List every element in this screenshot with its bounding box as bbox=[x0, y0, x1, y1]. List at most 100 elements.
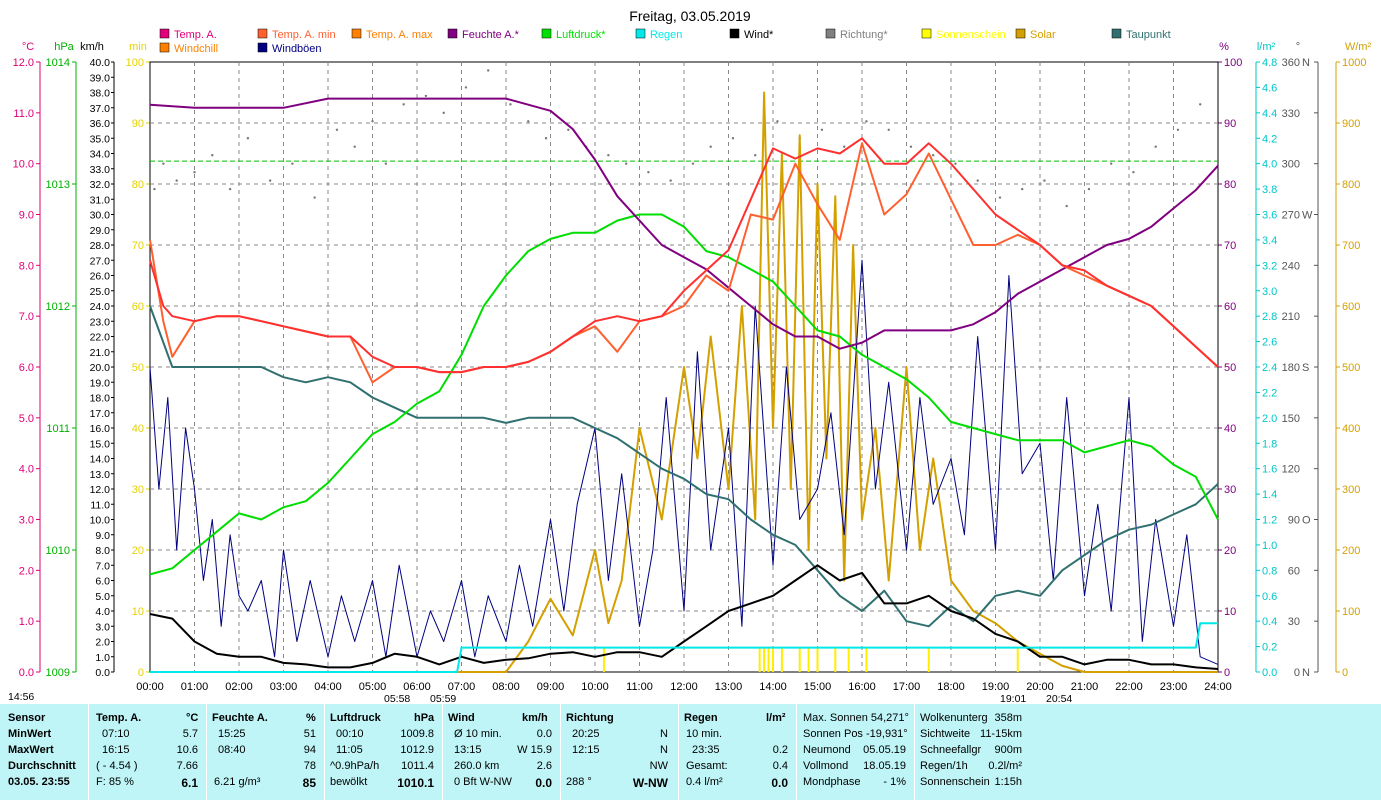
dir-r1-time: 20:25 bbox=[572, 728, 600, 740]
wind-tick-label: 22.0 bbox=[90, 332, 111, 344]
direction-point bbox=[402, 103, 405, 106]
time-marker: 20:54 bbox=[1046, 693, 1072, 704]
row-max: MaxWert bbox=[8, 744, 54, 756]
temp_c-tick-label: 3.0 bbox=[19, 515, 34, 527]
temp_c-tick-label: 9.0 bbox=[19, 210, 34, 222]
direction-point bbox=[887, 128, 890, 131]
direction-point bbox=[335, 128, 339, 131]
direction-unit-label: ° bbox=[1296, 41, 1300, 53]
legend-swatch bbox=[351, 28, 362, 39]
direction-point bbox=[776, 120, 779, 123]
hdr-wind-unit: km/h bbox=[522, 712, 548, 724]
rain_lm2-tick-label: 1.0 bbox=[1262, 540, 1277, 552]
direction-point bbox=[909, 145, 913, 148]
direction-point bbox=[464, 86, 468, 89]
sun-l5-label: Mondphase bbox=[803, 776, 861, 788]
wind-tick-label: 23.0 bbox=[90, 316, 111, 328]
rain_lm2-tick-label: 1.6 bbox=[1262, 464, 1277, 476]
direction-tick-label: 60 bbox=[1288, 565, 1300, 577]
dir-r4-val: W-NW bbox=[632, 776, 668, 790]
direction-point bbox=[487, 69, 490, 72]
rain_lm2-tick-label: 2.8 bbox=[1262, 311, 1277, 323]
series-line-gusts bbox=[149, 259, 1219, 665]
time-marker: 14:56 bbox=[8, 691, 34, 703]
table-divider bbox=[914, 704, 915, 800]
direction-point bbox=[291, 162, 294, 165]
rain_lm2-tick-label: 1.8 bbox=[1262, 438, 1277, 450]
rain_lm2-tick-label: 3.0 bbox=[1262, 286, 1277, 298]
legend-swatch bbox=[635, 28, 646, 39]
direction-point bbox=[1043, 179, 1046, 182]
direction-point bbox=[1087, 187, 1091, 191]
solar_wm2-tick-label: 300 bbox=[1342, 484, 1360, 496]
legend-label: Solar bbox=[1030, 29, 1056, 41]
temp_c-tick-label: 2.0 bbox=[19, 565, 34, 577]
pressure_hpa-tick-label: 1013 bbox=[46, 179, 70, 191]
legend-swatch bbox=[825, 28, 836, 39]
wind-tick-label: 6.0 bbox=[95, 576, 110, 588]
legend-label: Temp. A. max bbox=[366, 29, 433, 41]
table-divider bbox=[442, 704, 443, 800]
chart-title: Freitag, 03.05.2019 bbox=[629, 8, 751, 24]
direction-point bbox=[544, 137, 548, 140]
misc-l4-val: 0.2l/m² bbox=[988, 760, 1022, 772]
temp_c-tick-label: 8.0 bbox=[19, 260, 34, 272]
wind-tick-label: 24.0 bbox=[90, 301, 111, 313]
dir-r2-time: 12:15 bbox=[572, 744, 600, 756]
x-tick-label: 19:00 bbox=[982, 681, 1010, 693]
temp_c-tick-label: 6.0 bbox=[19, 362, 34, 374]
x-tick-label: 02:00 bbox=[225, 681, 253, 693]
direction-point bbox=[162, 162, 165, 165]
sun-l4-label: Vollmond bbox=[803, 760, 849, 772]
wind-tick-label: 27.0 bbox=[90, 255, 111, 267]
legend-label: Richtung* bbox=[840, 29, 888, 41]
direction-point bbox=[843, 145, 846, 148]
series-line-solar bbox=[150, 91, 1218, 673]
direction-point bbox=[1110, 162, 1113, 165]
time-marker: 05:59 bbox=[430, 693, 456, 704]
sun-l1: Max. Sonnen 54,271° bbox=[803, 712, 909, 724]
legend-swatch bbox=[257, 28, 268, 39]
temp_c-tick-label: 12.0 bbox=[13, 57, 34, 69]
direction-tick-label: N bbox=[1302, 667, 1310, 679]
direction-point bbox=[647, 170, 650, 174]
sun-l3-val: 05.05.19 bbox=[863, 744, 906, 756]
legend-swatch bbox=[159, 42, 170, 53]
misc-l2-val: 11-15km bbox=[980, 728, 1022, 740]
rain_lm2-tick-label: 4.2 bbox=[1262, 133, 1277, 145]
sun_min-tick-label: 80 bbox=[132, 179, 144, 191]
x-tick-label: 22:00 bbox=[1115, 681, 1143, 693]
humidity_pct-tick-label: 40 bbox=[1224, 423, 1236, 435]
rain_lm2-tick-label: 0.6 bbox=[1262, 591, 1277, 603]
rain_lm2-tick-label: 4.6 bbox=[1262, 82, 1277, 94]
direction-point bbox=[932, 153, 935, 157]
pressure_hpa-tick-label: 1010 bbox=[46, 545, 70, 557]
legend-swatch bbox=[1015, 28, 1026, 39]
pressure_hpa-unit-label: hPa bbox=[54, 41, 74, 53]
rain_lm2-tick-label: 0.4 bbox=[1262, 616, 1277, 628]
wind-tick-label: 1.0 bbox=[95, 652, 110, 664]
sun-l3-label: Neumond bbox=[803, 744, 851, 756]
direction-tick-label: 330 bbox=[1282, 108, 1300, 120]
x-tick-label: 14:00 bbox=[759, 681, 787, 693]
rain-r4-val: 0.0 bbox=[771, 776, 788, 790]
direction-point bbox=[567, 128, 570, 131]
hdr-pressure: Luftdruck bbox=[330, 712, 381, 724]
direction-tick-label: 210 bbox=[1282, 311, 1300, 323]
pressure_hpa-tick-label: 1011 bbox=[46, 423, 70, 435]
wind-tick-label: 40.0 bbox=[90, 57, 111, 69]
x-tick-label: 23:00 bbox=[1160, 681, 1188, 693]
chart-legend: Temp. A. Temp. A. min Temp. A. max Feuchte … bbox=[159, 28, 1171, 55]
rain_lm2-tick-label: 3.8 bbox=[1262, 184, 1277, 196]
direction-tick-label: 0 bbox=[1294, 667, 1300, 679]
wind-tick-label: 0.0 bbox=[95, 667, 110, 679]
legend-label: Windböen bbox=[272, 43, 322, 55]
rain_lm2-tick-label: 2.6 bbox=[1262, 337, 1277, 349]
legend-swatch bbox=[159, 28, 170, 39]
wind-tick-label: 12.0 bbox=[90, 484, 111, 496]
table-divider bbox=[324, 704, 325, 800]
direction-point bbox=[153, 187, 156, 191]
misc-l1-val: 358m bbox=[994, 712, 1022, 724]
hum-min-val: 51 bbox=[303, 728, 316, 740]
wind-tick-label: 11.0 bbox=[90, 499, 110, 511]
